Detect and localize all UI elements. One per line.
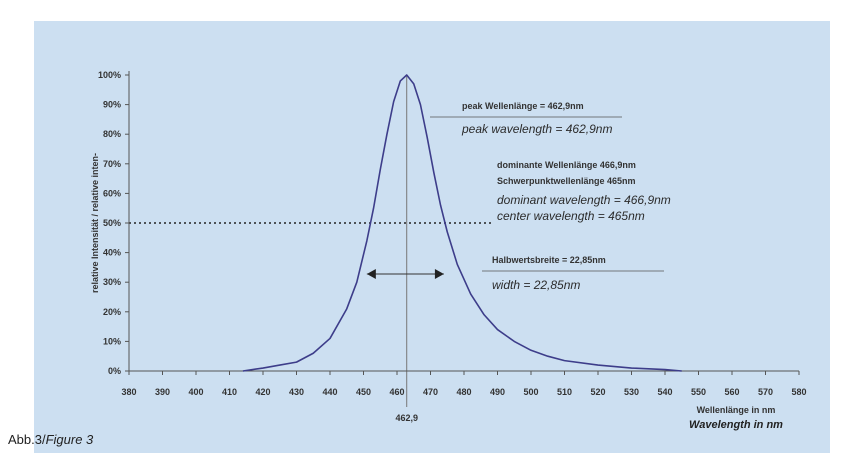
y-tick-label: 40% bbox=[103, 248, 121, 258]
y-tick-label: 90% bbox=[103, 100, 121, 110]
y-tick-label: 30% bbox=[103, 277, 121, 287]
y-tick-label: 0% bbox=[108, 366, 121, 376]
y-tick-label: 50% bbox=[103, 218, 121, 228]
x-tick-label: 430 bbox=[289, 387, 304, 397]
x-tick-label: 460 bbox=[389, 387, 404, 397]
x-tick-label: 540 bbox=[657, 387, 672, 397]
annotation-dominant-en: dominant wavelength = 466,9nm bbox=[497, 193, 671, 207]
y-tick-label: 10% bbox=[103, 336, 121, 346]
annotation-peak-de: peak Wellenlänge = 462,9nm bbox=[462, 101, 584, 111]
x-tick-label: 400 bbox=[188, 387, 203, 397]
arrow-left-head bbox=[366, 269, 376, 279]
annotation-peak-en: peak wavelength = 462,9nm bbox=[461, 122, 612, 136]
arrow-right-head bbox=[434, 269, 444, 279]
annotation-dominant-de: dominante Wellenlänge 466,9nm bbox=[497, 160, 636, 170]
y-tick-label: 60% bbox=[103, 188, 121, 198]
x-tick-label: 500 bbox=[523, 387, 538, 397]
annotation-center-de: Schwerpunktwellenlänge 465nm bbox=[497, 176, 636, 186]
figure-caption: Abb.3/Figure 3 bbox=[8, 432, 93, 447]
x-tick-label: 510 bbox=[557, 387, 572, 397]
x-tick-label: 440 bbox=[322, 387, 337, 397]
x-tick-label: 410 bbox=[222, 387, 237, 397]
x-tick-label: 560 bbox=[724, 387, 739, 397]
y-axis-label: relative Intensität / relative inten- bbox=[90, 153, 100, 293]
x-tick-label: 450 bbox=[356, 387, 371, 397]
x-tick-label: 490 bbox=[490, 387, 505, 397]
y-tick-label: 20% bbox=[103, 307, 121, 317]
caption-label: Figure 3 bbox=[45, 432, 94, 447]
annotation-center-en: center wavelength = 465nm bbox=[497, 209, 645, 223]
x-axis-label-en: Wavelength in nm bbox=[689, 419, 783, 431]
spectrum-chart: 0% 10% 20% 30% 40% 50% 60% 70% 80% 90% 100% 380 390 4… bbox=[90, 70, 807, 431]
x-tick-label: 550 bbox=[691, 387, 706, 397]
x-tick-label: 470 bbox=[423, 387, 438, 397]
x-tick-label: 380 bbox=[121, 387, 136, 397]
chart-panel: 0% 10% 20% 30% 40% 50% 60% 70% 80% 90% 100% 380 390 4… bbox=[34, 21, 830, 453]
x-tick-label: 570 bbox=[758, 387, 773, 397]
x-tick-label: 520 bbox=[590, 387, 605, 397]
caption-prefix: Abb.3/ bbox=[8, 432, 46, 447]
spectrum-curve bbox=[242, 74, 682, 372]
annotation-width-en: width = 22,85nm bbox=[492, 278, 580, 292]
peak-wavelength-label: 462,9 bbox=[395, 413, 418, 423]
annotation-width-de: Halbwertsbreite = 22,85nm bbox=[492, 255, 606, 265]
x-tick-label: 580 bbox=[791, 387, 806, 397]
x-tick-label: 420 bbox=[255, 387, 270, 397]
y-tick-label: 70% bbox=[103, 159, 121, 169]
x-axis-label-de: Wellenlänge in nm bbox=[697, 405, 776, 415]
y-tick-label: 100% bbox=[98, 70, 121, 80]
y-tick-label: 80% bbox=[103, 129, 121, 139]
x-tick-label: 480 bbox=[456, 387, 471, 397]
x-tick-label: 390 bbox=[155, 387, 170, 397]
x-tick-label: 530 bbox=[624, 387, 639, 397]
